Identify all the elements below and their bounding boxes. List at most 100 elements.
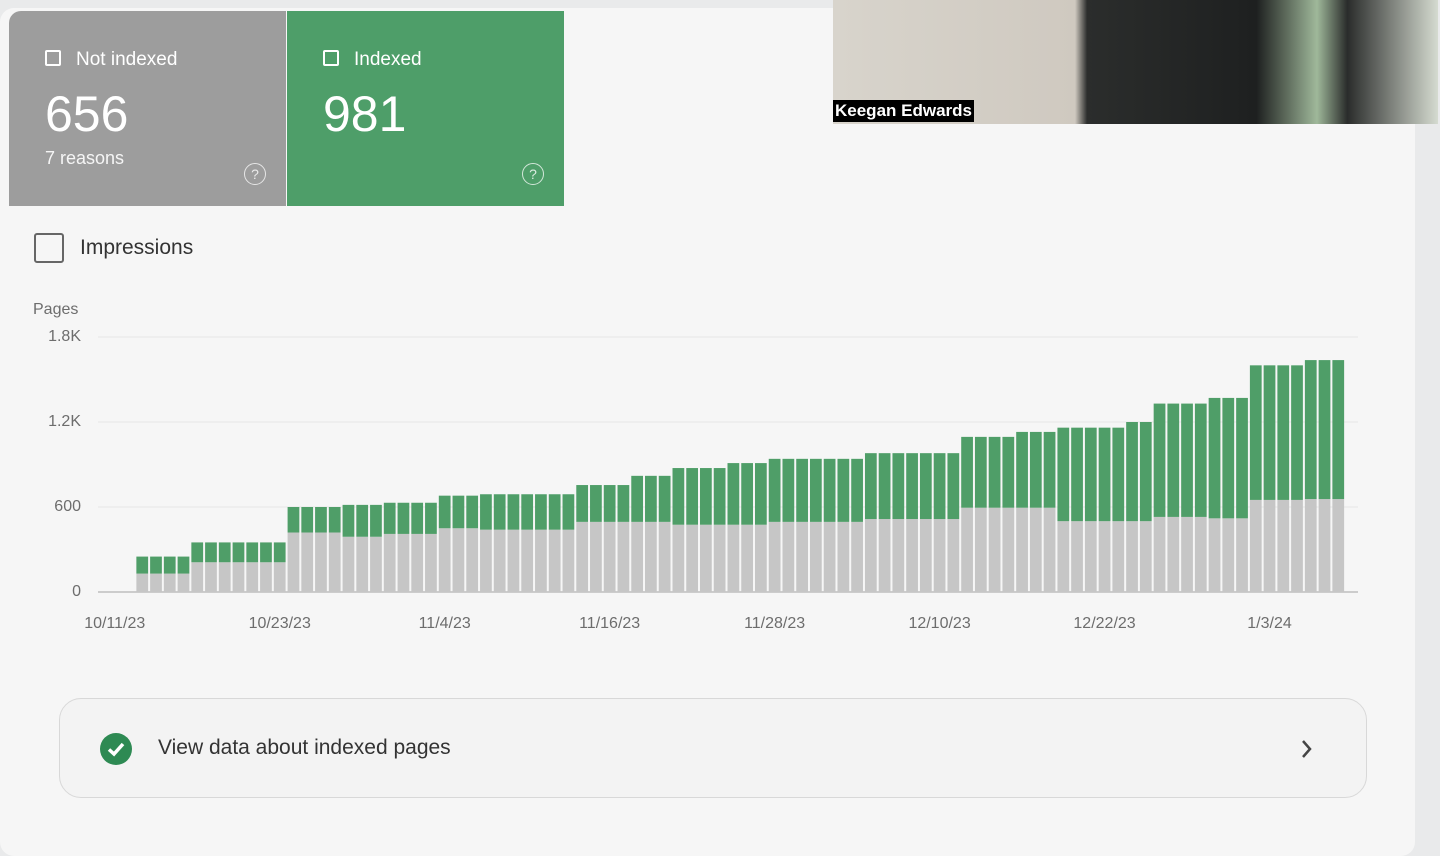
bar-segment bbox=[246, 542, 259, 563]
impressions-checkbox[interactable] bbox=[34, 233, 64, 263]
impressions-label[interactable]: Impressions bbox=[80, 236, 194, 259]
card-value: 656 bbox=[45, 86, 129, 142]
bar-segment bbox=[1249, 499, 1262, 592]
indexed-card[interactable]: Indexed 981 ? bbox=[287, 11, 564, 206]
bar-segment bbox=[177, 556, 190, 574]
bar-segment bbox=[741, 463, 753, 525]
bar-segment bbox=[1263, 365, 1276, 500]
x-tick-label: 12/22/23 bbox=[1073, 615, 1135, 632]
help-icon[interactable]: ? bbox=[522, 163, 544, 185]
bar-segment bbox=[1167, 403, 1180, 517]
x-tick-label: 1/3/24 bbox=[1247, 615, 1292, 632]
bar-segment bbox=[342, 536, 355, 592]
bar-segment bbox=[713, 468, 726, 525]
y-tick-label: 1.8K bbox=[48, 328, 81, 345]
bar-segment bbox=[878, 453, 891, 520]
bar-segment bbox=[1139, 521, 1152, 592]
bar-segment bbox=[232, 562, 245, 592]
bar-segment bbox=[741, 524, 753, 592]
bar-segment bbox=[1318, 499, 1331, 592]
bar-segment bbox=[1318, 360, 1331, 500]
x-tick-label: 11/16/23 bbox=[579, 615, 640, 632]
bar-segment bbox=[878, 519, 891, 592]
bar-segment bbox=[136, 573, 149, 592]
bar-segment bbox=[1153, 403, 1166, 517]
bar-segment bbox=[603, 521, 616, 592]
bar-segment bbox=[1222, 518, 1235, 592]
bar-segment bbox=[906, 453, 918, 520]
bar-segment bbox=[631, 521, 644, 592]
bar-segment bbox=[617, 485, 630, 522]
card-label: Indexed bbox=[354, 49, 422, 70]
x-tick-label: 10/23/23 bbox=[249, 615, 311, 632]
bar-segment bbox=[301, 532, 314, 592]
bar-segment bbox=[1029, 431, 1042, 508]
bar-segment bbox=[1098, 521, 1111, 592]
bar-segment bbox=[315, 507, 327, 533]
bar-segment bbox=[1194, 516, 1207, 592]
bar-segment bbox=[1084, 521, 1097, 592]
bar-segment bbox=[1043, 507, 1056, 592]
bar-segment bbox=[1194, 403, 1207, 517]
bar-segment bbox=[1222, 397, 1235, 519]
help-icon[interactable]: ? bbox=[244, 163, 266, 185]
bar-segment bbox=[1181, 403, 1193, 517]
bar-segment bbox=[466, 495, 479, 529]
bar-segment bbox=[809, 521, 822, 592]
not-indexed-card[interactable]: Not indexed 656 7 reasons ? bbox=[9, 11, 286, 206]
bar-segment bbox=[1153, 516, 1166, 592]
bar-segment bbox=[260, 542, 272, 563]
bar-segment bbox=[1167, 516, 1180, 592]
bar-segment bbox=[438, 528, 451, 592]
bar-segment bbox=[535, 529, 547, 592]
bar-segment bbox=[1332, 499, 1345, 592]
checkbox[interactable] bbox=[323, 50, 339, 66]
bar-segment bbox=[218, 562, 231, 592]
bar-segment bbox=[974, 507, 987, 592]
bar-segment bbox=[1249, 365, 1262, 500]
y-tick-label: 600 bbox=[54, 498, 81, 515]
bar-segment bbox=[548, 529, 561, 592]
bar-segment bbox=[1029, 507, 1042, 592]
bar-segment bbox=[1126, 521, 1138, 592]
bar-segment bbox=[493, 494, 506, 530]
bar-segment bbox=[590, 521, 602, 592]
bar-segment bbox=[466, 528, 479, 592]
bar-segment bbox=[1016, 507, 1028, 592]
bar-segment bbox=[535, 494, 547, 530]
bar-segment bbox=[919, 519, 932, 592]
chart: Pages 0 600 1.2K 1.8K 10/11/23 10/23/23 11/4/2… bbox=[33, 301, 1358, 632]
checkbox[interactable] bbox=[45, 50, 61, 66]
bar-segment bbox=[617, 521, 630, 592]
check-icon bbox=[100, 733, 132, 765]
bar-segment bbox=[823, 458, 836, 522]
bar-segment bbox=[548, 494, 561, 530]
bar-segment bbox=[1002, 436, 1015, 508]
bar-segment bbox=[933, 453, 946, 520]
card-value: 981 bbox=[323, 86, 407, 142]
bar-segment bbox=[851, 458, 863, 522]
bar-segment bbox=[947, 453, 960, 520]
bar-segment bbox=[411, 533, 424, 592]
bar-segment bbox=[452, 495, 465, 529]
bar-segment bbox=[768, 458, 781, 522]
bar-segment bbox=[906, 519, 918, 592]
bar-segment bbox=[1277, 365, 1290, 500]
bar-segment bbox=[933, 519, 946, 592]
x-tick-label: 11/28/23 bbox=[744, 615, 805, 632]
bar-segment bbox=[425, 533, 437, 592]
bar-segment bbox=[658, 475, 671, 522]
bar-segment bbox=[1002, 507, 1015, 592]
bar-segment bbox=[562, 494, 575, 530]
indexed-pages-link[interactable]: View data about indexed pages bbox=[59, 698, 1367, 798]
bar-segment bbox=[150, 573, 162, 592]
bar-segment bbox=[370, 504, 382, 537]
y-tick-label: 1.2K bbox=[48, 413, 81, 430]
bar-segment bbox=[328, 532, 341, 592]
bar-segment bbox=[205, 562, 217, 592]
bar-segment bbox=[397, 533, 410, 592]
bar-segment bbox=[507, 529, 520, 592]
bar-segment bbox=[754, 524, 767, 592]
bar-segment bbox=[1277, 499, 1290, 592]
bar-segment bbox=[493, 529, 506, 592]
